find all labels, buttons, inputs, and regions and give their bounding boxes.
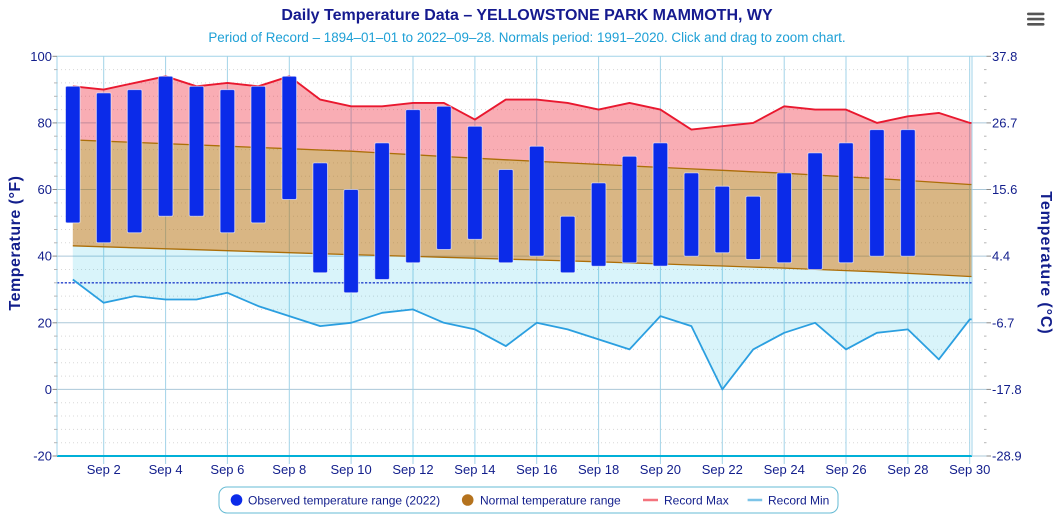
svg-text:Observed temperature range (20: Observed temperature range (2022) bbox=[248, 494, 440, 508]
svg-text:Sep 10: Sep 10 bbox=[330, 462, 371, 477]
svg-text:Sep 20: Sep 20 bbox=[640, 462, 681, 477]
svg-text:Sep 28: Sep 28 bbox=[887, 462, 928, 477]
svg-text:Record Min: Record Min bbox=[768, 494, 829, 508]
svg-text:20: 20 bbox=[38, 315, 52, 330]
svg-text:40: 40 bbox=[38, 249, 52, 264]
svg-text:-17.8: -17.8 bbox=[992, 382, 1022, 397]
svg-text:Sep 4: Sep 4 bbox=[149, 462, 183, 477]
svg-text:Temperature (°C): Temperature (°C) bbox=[1037, 191, 1054, 334]
svg-text:Daily Temperature Data – YELLO: Daily Temperature Data – YELLOWSTONE PAR… bbox=[281, 7, 773, 24]
svg-text:-6.7: -6.7 bbox=[992, 315, 1014, 330]
svg-text:Normal temperature range: Normal temperature range bbox=[480, 494, 621, 508]
svg-text:Sep 6: Sep 6 bbox=[210, 462, 244, 477]
svg-text:Sep 30: Sep 30 bbox=[949, 462, 990, 477]
svg-text:Sep 2: Sep 2 bbox=[87, 462, 121, 477]
svg-text:Sep 8: Sep 8 bbox=[272, 462, 306, 477]
svg-text:Sep 22: Sep 22 bbox=[702, 462, 743, 477]
svg-text:Sep 18: Sep 18 bbox=[578, 462, 619, 477]
svg-text:Period of Record – 1894–01–01: Period of Record – 1894–01–01 to 2022–09… bbox=[208, 30, 845, 45]
svg-text:37.8: 37.8 bbox=[992, 49, 1017, 64]
svg-text:80: 80 bbox=[38, 115, 52, 130]
svg-text:0: 0 bbox=[45, 382, 52, 397]
svg-text:Sep 26: Sep 26 bbox=[825, 462, 866, 477]
svg-text:-20: -20 bbox=[33, 449, 52, 464]
svg-text:Sep 14: Sep 14 bbox=[454, 462, 495, 477]
svg-text:15.6: 15.6 bbox=[992, 182, 1017, 197]
svg-text:Sep 12: Sep 12 bbox=[392, 462, 433, 477]
svg-text:Sep 24: Sep 24 bbox=[764, 462, 805, 477]
svg-text:Record Max: Record Max bbox=[664, 494, 729, 508]
svg-text:100: 100 bbox=[30, 49, 52, 64]
svg-text:4.4: 4.4 bbox=[992, 249, 1010, 264]
svg-text:Sep 16: Sep 16 bbox=[516, 462, 557, 477]
svg-text:60: 60 bbox=[38, 182, 52, 197]
svg-text:-28.9: -28.9 bbox=[992, 449, 1022, 464]
svg-text:26.7: 26.7 bbox=[992, 115, 1017, 130]
svg-text:Temperature (°F): Temperature (°F) bbox=[7, 175, 24, 310]
